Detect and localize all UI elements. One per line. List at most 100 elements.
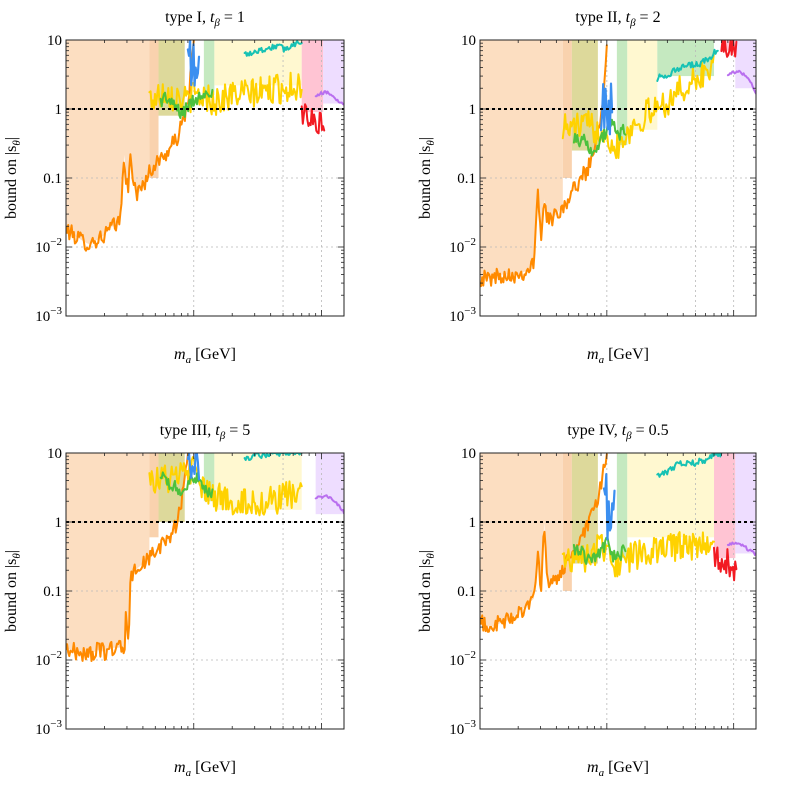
y-tick-exponent: −3 (464, 718, 476, 730)
series-green (572, 536, 627, 565)
x-axis-label: ma [GeV] (587, 346, 649, 366)
y-tick-exponent: −2 (464, 236, 476, 248)
y-axis-label: bound on |sθ| (3, 550, 23, 632)
y-tick-base: 10 (449, 309, 464, 325)
y-tick-text: 1 (55, 515, 63, 531)
series-orange (66, 40, 195, 252)
y-axis-label: bound on |sθ| (417, 550, 437, 632)
x-axis-label: ma [GeV] (174, 759, 236, 779)
series-purple (726, 541, 756, 556)
plot-area (480, 40, 756, 316)
y-tick-base: 10 (35, 240, 50, 256)
y-tick-label: 10−2 (35, 649, 62, 669)
y-tick-base: 10 (449, 240, 464, 256)
y-axis-label-end: | (417, 550, 434, 553)
x-axis-label-unit: [GeV] (191, 759, 236, 776)
panel-title-main: type II, (575, 9, 625, 26)
y-tick-text: 1 (469, 102, 477, 118)
orange-region (66, 40, 150, 244)
y-axis-label-main: bound on |s (417, 559, 434, 632)
y-tick-label: 1 (55, 102, 63, 118)
series-red (713, 546, 738, 582)
y-tick-exponent: −3 (50, 718, 62, 730)
panel-title: type II, tβ = 2 (575, 9, 660, 29)
y-tick-label: 10 (461, 33, 476, 49)
panel-title-main: type I, (165, 9, 210, 26)
x-axis-label-unit: [GeV] (191, 346, 236, 363)
green-region (616, 453, 628, 559)
y-tick-text: 0.1 (457, 171, 476, 187)
y-tick-base: 10 (35, 722, 50, 738)
series-teal (656, 453, 723, 478)
series-blue (602, 473, 616, 541)
y-tick-label: 10−2 (449, 236, 476, 256)
y-tick-label: 10−3 (449, 718, 476, 738)
series-orange (480, 44, 608, 288)
x-axis-label-symbol: m (587, 346, 599, 363)
panel-title-main: type IV, (567, 422, 621, 439)
purple-region (323, 40, 344, 104)
purple-region (315, 453, 344, 515)
series-purple (314, 494, 344, 515)
y-tick-text: 10 (461, 33, 476, 49)
y-axis-label-main: bound on |s (3, 146, 20, 219)
x-axis-label-subscript: a (186, 767, 192, 779)
series-green (159, 471, 214, 499)
series-red (720, 40, 738, 58)
y-axis-label-end: | (3, 550, 20, 553)
y-tick-text: 10 (47, 446, 62, 462)
x-axis-label-subscript: a (599, 354, 605, 366)
axis-ticks (65, 452, 344, 730)
orange-region (480, 40, 563, 279)
x-axis-label-subscript: a (599, 767, 605, 779)
y-tick-base: 10 (35, 653, 50, 669)
yellow-region (214, 40, 302, 86)
panel-title-symbol: t (210, 9, 215, 26)
series-purple (726, 69, 756, 95)
y-tick-text: 1 (55, 102, 63, 118)
y-axis-label-subscript: θ (425, 553, 437, 559)
y-tick-label: 0.1 (43, 171, 62, 187)
orange-dense-region (149, 453, 159, 538)
series-teal (243, 40, 303, 57)
y-axis-label-subscript: θ (425, 140, 437, 146)
purple-region (735, 453, 756, 554)
plot-area (480, 453, 756, 729)
y-tick-text: 0.1 (43, 584, 62, 600)
y-tick-label: 10−2 (449, 649, 476, 669)
y-axis-label: bound on |sθ| (3, 137, 23, 219)
x-axis-label-symbol: m (587, 759, 599, 776)
y-tick-text: 10 (47, 33, 62, 49)
series-orange (480, 453, 608, 633)
series-red (300, 103, 326, 135)
x-axis-label-symbol: m (174, 759, 186, 776)
panel-title-value: = 2 (636, 9, 661, 26)
grid-lines (66, 453, 344, 729)
plot-area (66, 453, 344, 729)
y-axis-label-end: | (417, 137, 434, 140)
pink-region (714, 453, 736, 559)
series-yellow (561, 51, 715, 160)
panel-title: type I, tβ = 1 (165, 9, 245, 29)
green-region (616, 40, 628, 146)
y-tick-exponent: −2 (464, 649, 476, 661)
x-axis-label-unit: [GeV] (604, 759, 649, 776)
panel-title-subscript: β (629, 17, 636, 29)
panel-title-symbol: t (626, 9, 631, 26)
series-blue (186, 453, 201, 481)
y-tick-label: 10 (461, 446, 476, 462)
panel-title-value: = 0.5 (632, 422, 669, 439)
series-yellow (148, 456, 303, 517)
y-tick-text: 10 (461, 446, 476, 462)
y-axis-label-end: | (3, 137, 20, 140)
orange-dense-region (562, 40, 572, 178)
panel-title-value: = 5 (225, 422, 250, 439)
x-axis-label: ma [GeV] (587, 759, 649, 779)
y-tick-base: 10 (449, 722, 464, 738)
